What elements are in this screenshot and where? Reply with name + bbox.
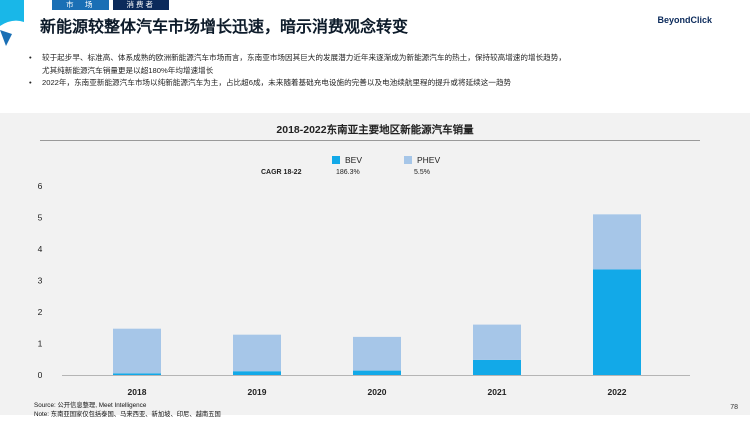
bar-bev-2022	[593, 269, 641, 375]
y-tick-label: 6	[38, 181, 43, 191]
page-number: 78	[730, 404, 738, 411]
bullet-item: 较于起步早、标准高、体系成熟的欧洲新能源汽车市场而言，东南亚市场因其巨大的发展潜…	[26, 52, 726, 77]
y-tick-label: 3	[38, 276, 43, 286]
bullet-list: 较于起步早、标准高、体系成熟的欧洲新能源汽车市场而言，东南亚市场因其巨大的发展潜…	[26, 52, 726, 90]
tab-market[interactable]: 市 场	[52, 0, 109, 10]
x-tick-label-2018: 2018	[128, 387, 147, 397]
bar-phev-2021	[473, 324, 521, 360]
bar-phev-2020	[353, 336, 401, 371]
legend-label-phev: PHEV	[417, 155, 441, 165]
brand-logo-mark	[0, 0, 24, 46]
y-tick-label: 2	[38, 307, 43, 317]
x-tick-label-2021: 2021	[488, 387, 507, 397]
x-tick-label-2020: 2020	[368, 387, 387, 397]
title-divider	[40, 140, 700, 141]
y-tick-label: 5	[38, 213, 43, 223]
legend-swatch-bev	[332, 156, 340, 164]
tab-consumer[interactable]: 消费者	[112, 0, 169, 10]
bar-bev-2018	[113, 373, 161, 375]
bar-phev-2022	[593, 214, 641, 270]
y-tick-label: 0	[38, 370, 43, 380]
bullet-text: 2022年，东南亚新能源汽车市场以纯新能源汽车为主，占比超6成，未来随着基础充电…	[42, 78, 512, 87]
cagr-value-phev: 5.5%	[414, 169, 430, 176]
bar-phev-2019	[233, 334, 281, 372]
legend-item-phev: PHEV	[404, 155, 440, 165]
chart-title: 2018-2022东南亚主要地区新能源汽车销量	[276, 124, 474, 136]
y-tick-label: 1	[38, 339, 43, 349]
bullet-item: 2022年，东南亚新能源汽车市场以纯新能源汽车为主，占比超6成，未来随着基础充电…	[26, 77, 726, 90]
source-note: Source: 公开信息整理, Meet Intelligence	[34, 402, 147, 409]
cagr-value-bev: 186.3%	[336, 169, 360, 176]
bar-bev-2021	[473, 359, 521, 375]
y-tick-label: 4	[38, 244, 43, 254]
bar-bev-2020	[353, 370, 401, 375]
bullet-text: 尤其纯新能源汽车销量更是以超180%年均增速增长	[42, 65, 214, 75]
legend-item-bev: BEV	[332, 155, 362, 165]
cagr-label: CAGR 18-22	[261, 169, 302, 176]
x-tick-label-2019: 2019	[248, 387, 267, 397]
bar-phev-2018	[113, 328, 161, 374]
bullet-text: 较于起步早、标准高、体系成熟的欧洲新能源汽车市场而言，东南亚市场因其巨大的发展潜…	[42, 53, 566, 62]
bar-bev-2019	[233, 371, 281, 375]
page-title: 新能源较整体汽车市场增长迅速，暗示消费观念转变	[40, 19, 409, 36]
legend-swatch-phev	[404, 156, 412, 164]
x-tick-label-2022: 2022	[608, 387, 627, 397]
section-tabs: 市 场 消费者	[52, 0, 169, 10]
footnote: Note: 东南亚国家仅包括泰国、马来西亚、新加坡、印尼、越南五国	[34, 411, 221, 418]
legend-label-bev: BEV	[345, 155, 363, 165]
beyondclick-logo: BeyondClick	[657, 15, 712, 25]
